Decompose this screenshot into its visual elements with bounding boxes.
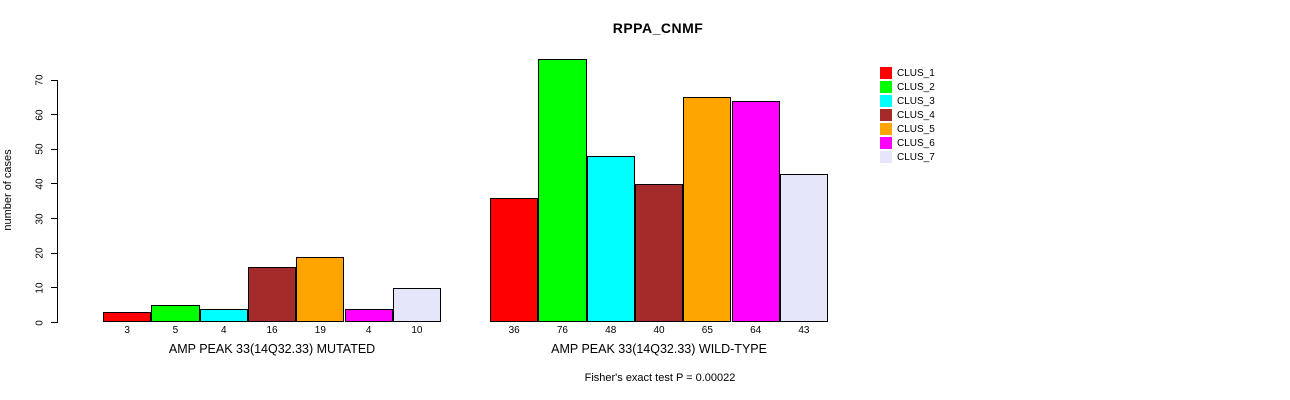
- y-axis-tick-label: 20: [34, 247, 46, 259]
- y-axis-tick-label: 60: [34, 109, 46, 121]
- legend-item: CLUS_3: [880, 94, 935, 108]
- bar-value-label: 4: [220, 325, 227, 336]
- x-axis-group-label: AMP PEAK 33(14Q32.33) MUTATED: [168, 342, 376, 356]
- x-axis-group-label: AMP PEAK 33(14Q32.33) WILD-TYPE: [551, 342, 767, 356]
- bar-value-label: 19: [314, 325, 326, 336]
- y-axis-tick: [51, 322, 57, 323]
- legend: CLUS_1 CLUS_2 CLUS_3 CLUS_4 CLUS_5 CLUS_6 CLUS…: [880, 66, 935, 164]
- bar-CLUS_6: [731, 100, 780, 323]
- bar-value-label: 40: [653, 325, 665, 336]
- bar-CLUS_4: [634, 183, 684, 323]
- y-axis-tick: [51, 114, 57, 116]
- bar-CLUS_6: [344, 308, 393, 323]
- y-axis-tick-label: 70: [34, 74, 46, 86]
- bar-value-label: 65: [701, 325, 713, 336]
- bar-CLUS_2: [538, 59, 587, 323]
- legend-label: CLUS_1: [897, 67, 935, 79]
- y-axis-tick: [51, 218, 57, 220]
- legend-label: CLUS_5: [897, 123, 935, 135]
- bar-CLUS_5: [296, 256, 345, 323]
- legend-item: CLUS_4: [880, 108, 935, 122]
- bar-value-label: 43: [798, 325, 810, 336]
- fisher-test-annotation: Fisher's exact test P = 0.00022: [584, 372, 736, 384]
- bar-value-label: 4: [365, 325, 372, 336]
- legend-item: CLUS_7: [880, 150, 935, 164]
- legend-item: CLUS_1: [880, 66, 935, 80]
- bar-CLUS_4: [247, 267, 297, 323]
- bar-value-label: 3: [124, 325, 130, 336]
- legend-label: CLUS_2: [897, 81, 935, 93]
- bar-value-label: 64: [750, 325, 762, 336]
- bar-CLUS_1: [490, 197, 539, 323]
- bar-CLUS_3: [199, 308, 248, 323]
- y-axis-tick-label: 40: [34, 178, 46, 190]
- bar-value-label: 16: [266, 325, 278, 336]
- legend-swatch-CLUS_4: [880, 109, 892, 121]
- bar-value-label: 5: [172, 325, 179, 336]
- legend-swatch-CLUS_7: [880, 151, 892, 163]
- bar-value-label: 36: [508, 325, 520, 336]
- y-axis-tick-label: 50: [34, 143, 46, 155]
- bar-value-label: 10: [411, 325, 423, 336]
- legend-label: CLUS_7: [897, 151, 935, 163]
- y-axis-tick: [51, 79, 57, 81]
- legend-item: CLUS_2: [880, 80, 935, 94]
- legend-label: CLUS_6: [897, 137, 935, 149]
- bar-CLUS_7: [392, 287, 442, 323]
- legend-label: CLUS_4: [897, 109, 935, 121]
- y-axis-tick: [51, 183, 57, 185]
- chart-title: RPPA_CNMF: [612, 20, 704, 36]
- legend-swatch-CLUS_1: [880, 67, 892, 79]
- y-axis-tick-label: 10: [34, 282, 46, 294]
- legend-swatch-CLUS_3: [880, 95, 892, 107]
- y-axis-line: [57, 80, 58, 323]
- legend-swatch-CLUS_5: [880, 123, 892, 135]
- bar-CLUS_3: [586, 156, 635, 323]
- y-axis-tick-label: 0: [34, 319, 46, 326]
- legend-item: CLUS_6: [880, 136, 935, 150]
- y-axis-tick: [51, 148, 57, 150]
- legend-label: CLUS_3: [897, 95, 935, 107]
- y-axis-tick: [51, 287, 57, 289]
- y-axis-tick-label: 30: [34, 213, 46, 225]
- bar-CLUS_5: [683, 97, 732, 323]
- bar-value-label: 76: [556, 325, 568, 336]
- legend-swatch-CLUS_2: [880, 81, 892, 93]
- bar-value-label: 48: [605, 325, 617, 336]
- bar-CLUS_1: [103, 312, 152, 323]
- bar-CLUS_7: [779, 173, 829, 323]
- legend-item: CLUS_5: [880, 122, 935, 136]
- bar-CLUS_2: [151, 305, 200, 323]
- legend-swatch-CLUS_6: [880, 137, 892, 149]
- y-axis-tick: [51, 252, 57, 254]
